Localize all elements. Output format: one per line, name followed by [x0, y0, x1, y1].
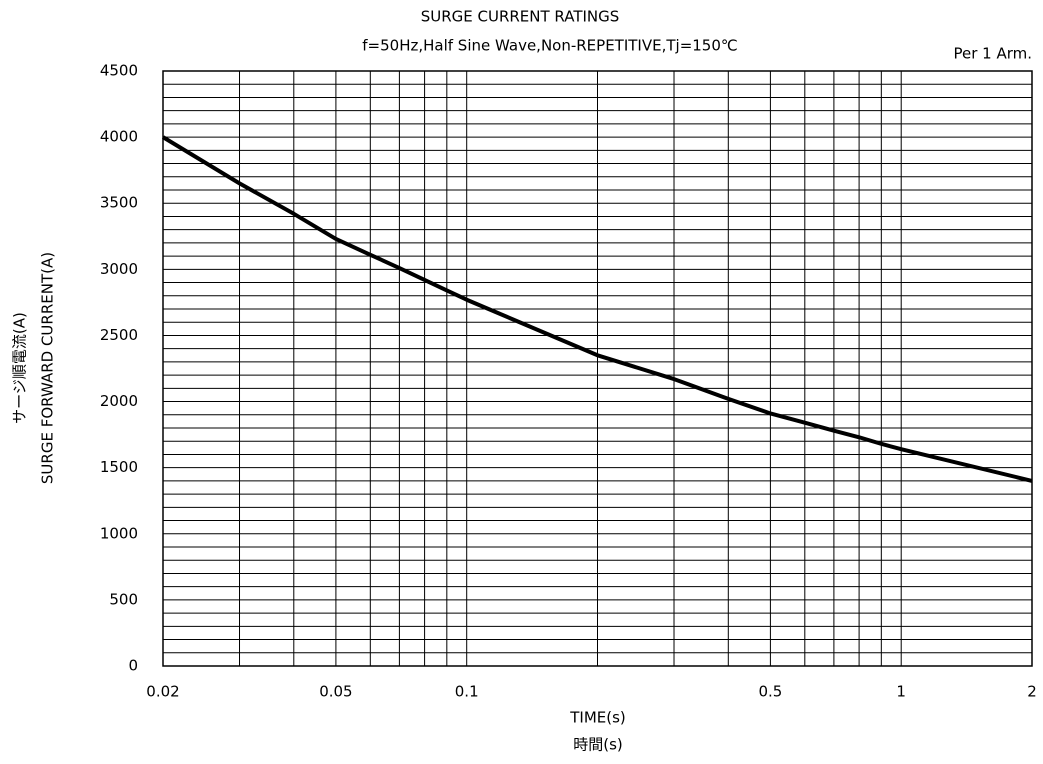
- annotation: Per 1 Arm.: [953, 45, 1032, 63]
- y-tick-label: 1500: [100, 458, 138, 476]
- plot-frame: [162, 70, 1033, 667]
- y-tick-label: 3000: [100, 260, 138, 278]
- chart-title: SURGE CURRENT RATINGS: [421, 8, 620, 26]
- x-tick-label: 0.5: [758, 683, 782, 701]
- y-tick-label: 4000: [100, 128, 138, 146]
- x-tick-label: 0.1: [455, 683, 479, 701]
- y-tick-label: 0: [128, 657, 138, 675]
- y-tick-label: 3500: [100, 194, 138, 212]
- x-tick-label: 0.05: [319, 683, 352, 701]
- x-tick-label: 2: [1027, 683, 1037, 701]
- chart-subtitle: f=50Hz,Half Sine Wave,Non-REPETITIVE,Tj=…: [362, 37, 737, 55]
- data-line: [161, 135, 1033, 483]
- y-tick-label: 500: [109, 590, 138, 608]
- y-tick-label: 2500: [100, 326, 138, 344]
- y-axis-label: サージ順電流(A): [11, 312, 29, 424]
- y-tick-label: 2000: [100, 392, 138, 410]
- x-axis-label: 時間(s): [573, 736, 623, 754]
- x-axis-label: TIME(s): [569, 709, 626, 727]
- y-tick-label: 4500: [100, 62, 138, 80]
- y-axis-label: SURGE FORWARD CURRENT(A): [39, 252, 57, 484]
- x-tick-label: 1: [896, 683, 906, 701]
- y-tick-label: 1000: [100, 524, 138, 542]
- x-tick-label: 0.02: [146, 683, 179, 701]
